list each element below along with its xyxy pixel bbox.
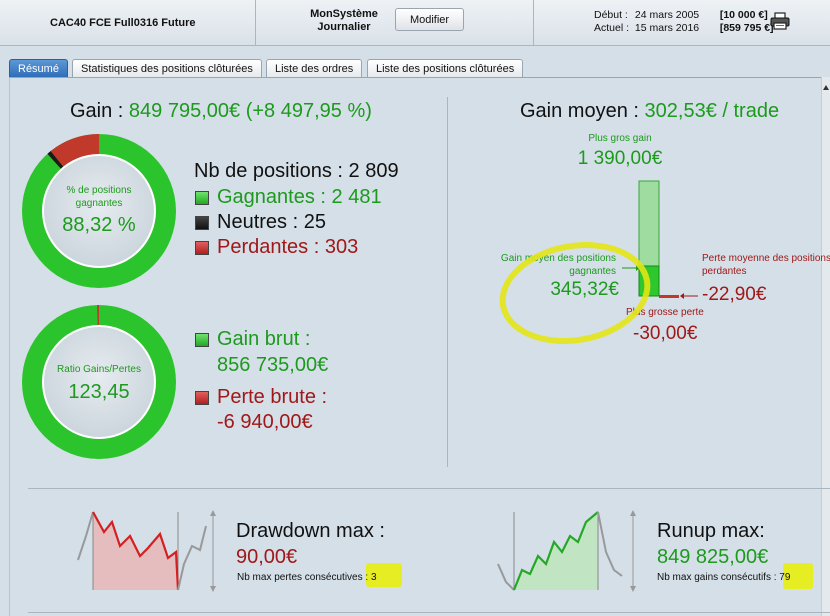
win-rate-caption-line2: gagnantes [75, 198, 123, 209]
header-bar: CAC40 FCE Full0316 Future MonSystème Jou… [0, 0, 830, 46]
gain-label: Gain : [70, 100, 124, 122]
gross-loss-legend-icon [195, 391, 209, 405]
neutral-count: Neutres : 25 [217, 211, 326, 233]
win-rate-caption-line1: % de positions [66, 185, 132, 196]
drawdown-consecutive: Nb max pertes consécutives : 3 [237, 572, 377, 583]
tab-resume[interactable]: Résumé [9, 59, 68, 77]
system-section: MonSystème Journalier Modifier [256, 0, 534, 46]
printer-icon[interactable] [770, 12, 790, 30]
avg-loss-value: -22,90€ [702, 284, 767, 305]
vertical-scrollbar[interactable] [821, 77, 830, 616]
gross-gain-legend-icon [195, 333, 209, 347]
ratio-caption: Ratio Gains/Pertes [57, 364, 141, 375]
tab-closed-positions-stats[interactable]: Statistiques des positions clôturées [72, 59, 262, 77]
scroll-up-icon[interactable] [823, 85, 829, 90]
gross-gain-value: 856 735,00€ [217, 354, 329, 376]
losers-count: Perdantes : 303 [217, 236, 359, 258]
avg-win-caption-line1: Gain moyen des positions [500, 253, 616, 264]
runup-value: 849 825,00€ [657, 546, 769, 568]
positions-count: Nb de positions : 2 809 [194, 160, 399, 182]
gross-loss-label: Perte brute : [217, 386, 328, 408]
tab-orders-list[interactable]: Liste des ordres [266, 59, 363, 77]
loss-arc [97, 305, 99, 328]
avg-loss-caption-line1: Perte moyenne des positions [702, 253, 830, 264]
average-gain-bar [622, 180, 698, 299]
biggest-loss-label: Plus grosse perte [626, 307, 704, 318]
runup-consecutive: Nb max gains consécutifs : 79 [657, 572, 790, 583]
gain-title: Gain : 849 795,00€ (+8 497,95 %) [70, 100, 372, 123]
runup-consecutive-label: Nb max gains consécutifs : [657, 572, 777, 583]
system-name-line1: MonSystème [310, 8, 378, 20]
current-label: Actuel : [594, 22, 630, 34]
system-name-line2: Journalier [317, 21, 371, 33]
drawdown-highlight [366, 563, 402, 587]
gross-loss-value: -6 940,00€ [217, 411, 313, 433]
runup-title: Runup max: [657, 520, 765, 542]
gain-value: 849 795,00€ (+8 497,95 %) [128, 100, 372, 122]
average-gain-label: Gain moyen : [520, 100, 639, 122]
ratio-value: 123,45 [68, 381, 130, 403]
bottom-divider [28, 612, 830, 613]
avg-loss-caption: Perte moyenne des positions perdantes [702, 252, 830, 278]
avg-loss-caption-line2: perdantes [702, 266, 747, 277]
average-gain-value: 302,53€ / trade [644, 100, 780, 122]
gain-loss-ratio-donut [22, 305, 176, 459]
drawdown-line [92, 511, 180, 591]
instrument-name: CAC40 FCE Full0316 Future [50, 17, 196, 29]
average-gain-title: Gain moyen : 302,53€ / trade [520, 100, 779, 123]
current-amount: [859 795 €] [719, 22, 774, 34]
avg-gain-bar [638, 265, 660, 297]
win-rate-caption: % de positions gagnantes [39, 184, 159, 210]
start-amount: [10 000 €] [719, 9, 768, 21]
start-date: 24 mars 2005 [634, 9, 700, 21]
dates-section: Début : 24 mars 2005 [10 000 €] Actuel :… [534, 0, 830, 46]
gain-arc [22, 305, 176, 459]
win-rate-value: 88,32 % [62, 214, 136, 236]
drawdown-sparkline [77, 510, 216, 592]
tab-bar: Résumé Statistiques des positions clôtur… [0, 46, 830, 78]
win-rate-donut [22, 134, 176, 288]
horizontal-divider [28, 488, 830, 489]
vertical-divider [447, 97, 448, 467]
drawdown-title: Drawdown max : [236, 520, 385, 542]
runup-line [512, 511, 599, 591]
neutral-legend-icon [195, 216, 209, 230]
avg-win-caption-line2: gagnantes [569, 266, 616, 277]
biggest-loss-value: -30,00€ [633, 323, 698, 344]
avg-loss-bar [659, 295, 679, 298]
gross-gain-label: Gain brut : [217, 328, 311, 350]
modify-button[interactable]: Modifier [395, 8, 464, 31]
avg-win-caption: Gain moyen des positions gagnantes [472, 252, 616, 278]
biggest-gain-value: 1 390,00€ [577, 148, 663, 169]
winners-legend-icon [195, 191, 209, 205]
biggest-gain-label: Plus gros gain [588, 133, 652, 144]
period-info: Début : 24 mars 2005 [10 000 €] Actuel :… [594, 9, 774, 35]
losers-legend-icon [195, 241, 209, 255]
loss-arc [50, 134, 99, 169]
drawdown-consecutive-value: 3 [370, 572, 377, 583]
avg-win-value: 345,32€ [550, 279, 619, 300]
tab-closed-positions-list[interactable]: Liste des positions clôturées [367, 59, 524, 77]
runup-consecutive-value: 79 [779, 572, 791, 583]
instrument-title: CAC40 FCE Full0316 Future [0, 0, 256, 46]
runup-sparkline [497, 510, 636, 592]
current-date: 15 mars 2016 [634, 22, 700, 34]
drawdown-value: 90,00€ [236, 546, 298, 568]
neutral-arc [47, 151, 65, 171]
winners-count: Gagnantes : 2 481 [217, 186, 382, 208]
start-label: Début : [594, 9, 628, 21]
runup-highlight [783, 563, 813, 589]
drawdown-consecutive-label: Nb max pertes consécutives : [237, 572, 369, 583]
system-name: MonSystème Journalier [294, 8, 394, 34]
